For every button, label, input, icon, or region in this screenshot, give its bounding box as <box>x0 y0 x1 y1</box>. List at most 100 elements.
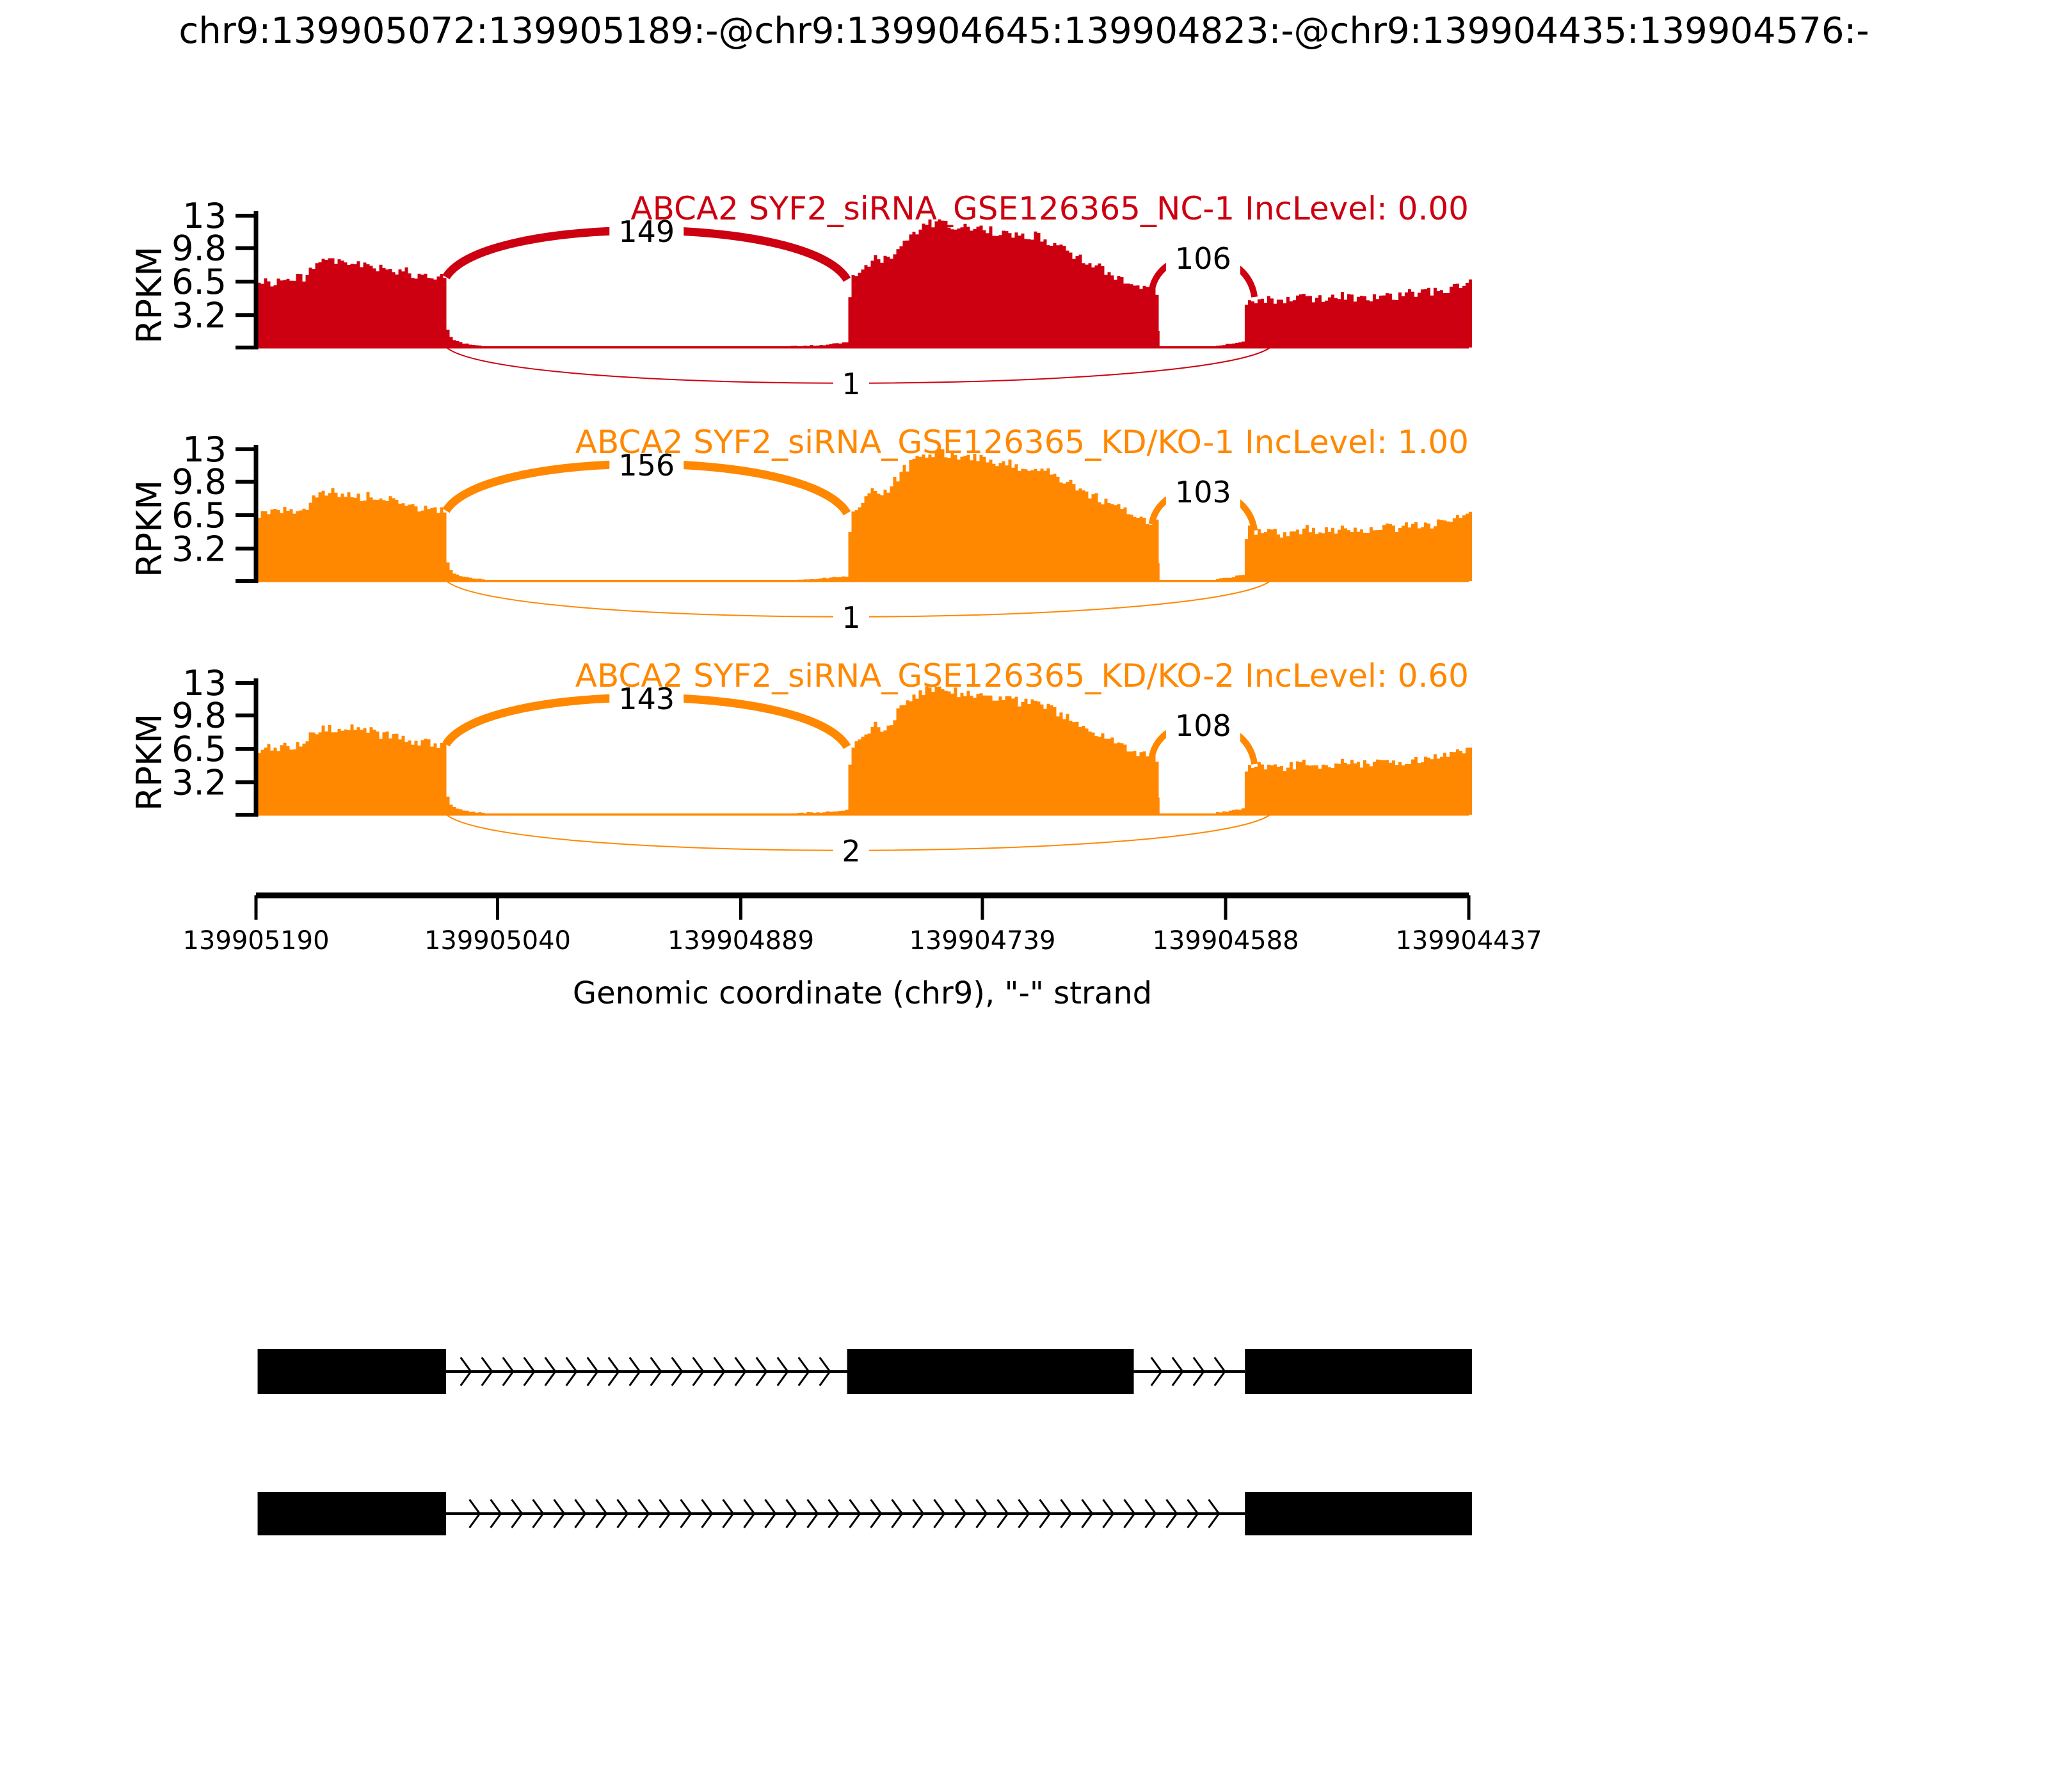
y-tick-label: 6.5 <box>172 262 227 302</box>
strand-chevron <box>713 1357 726 1386</box>
strand-chevron <box>628 1357 641 1386</box>
y-tick-label: 3.2 <box>172 762 227 803</box>
junction-count-inclusion-2-gap <box>1165 241 1240 276</box>
coverage-region-0 <box>257 724 485 815</box>
y-axis-title: RPKM <box>129 480 170 577</box>
strand-chevron <box>975 1499 988 1528</box>
strand-chevron <box>797 1357 810 1386</box>
strand-chevron <box>607 1357 620 1386</box>
junction-count-inclusion-1: 149 <box>618 214 675 249</box>
track-title: ABCA2 SYF2_siRNA_GSE126365_NC-1 IncLevel… <box>630 190 1469 227</box>
exon-box-downstream-exon <box>1245 1349 1473 1394</box>
junction-count-inclusion-1-gap <box>609 214 684 250</box>
x-tick-label: 139904437 <box>1395 926 1542 956</box>
sashimi-track-0: 149 106 1 3.26.59.813 RPKM ABCA2 SYF2_siRNA_G… <box>129 190 1472 402</box>
junction-count-inclusion-1-gap <box>609 447 684 483</box>
strand-chevron <box>692 1357 705 1386</box>
strand-chevron <box>1192 1357 1205 1386</box>
strand-chevron <box>764 1499 777 1528</box>
strand-chevron <box>650 1357 662 1386</box>
strand-chevron <box>616 1499 629 1528</box>
strand-chevron <box>785 1499 798 1528</box>
x-tick-label: 139905040 <box>424 926 571 956</box>
skipping-isoform <box>257 1492 1473 1535</box>
strand-chevron <box>595 1499 608 1528</box>
strand-chevron <box>891 1499 904 1528</box>
strand-chevron <box>743 1499 756 1528</box>
y-tick-label: 13 <box>182 196 227 236</box>
strand-chevron <box>1144 1499 1157 1528</box>
strand-chevron <box>490 1499 502 1528</box>
coverage-region-2 <box>1215 744 1472 815</box>
strand-chevron <box>1102 1499 1115 1528</box>
strand-chevron <box>1081 1499 1094 1528</box>
x-tick-label: 139904889 <box>668 926 814 956</box>
exon-box-upstream-exon <box>257 1492 446 1535</box>
junction-count-inclusion-1-gap <box>609 681 684 717</box>
coverage-region-1 <box>790 219 1160 348</box>
coverage-region-0 <box>257 488 485 581</box>
strand-chevron <box>870 1499 883 1528</box>
figure-title: chr9:139905072:139905189:-@chr9:13990464… <box>179 10 1869 52</box>
junction-count-inclusion-2: 103 <box>1175 475 1231 509</box>
strand-chevron <box>722 1499 735 1528</box>
y-axis-title: RPKM <box>129 714 170 811</box>
strand-chevron <box>912 1499 925 1528</box>
strand-chevron <box>565 1357 578 1386</box>
junction-count-inclusion-2-gap <box>1165 474 1240 510</box>
coverage-region-1 <box>790 449 1160 581</box>
junction-count-skipping-gap <box>833 600 869 636</box>
y-tick-label: 9.8 <box>172 228 227 269</box>
strand-chevron <box>1208 1499 1220 1528</box>
junction-count-skipping: 1 <box>842 367 860 401</box>
junction-count-inclusion-1: 143 <box>618 682 675 716</box>
y-tick-label: 3.2 <box>172 295 227 335</box>
coverage-region-0 <box>257 258 485 348</box>
strand-chevron <box>460 1357 472 1386</box>
strand-chevron <box>1150 1357 1163 1386</box>
strand-chevron <box>1165 1499 1178 1528</box>
strand-chevron <box>933 1499 946 1528</box>
junction-count-skipping-gap <box>833 366 869 402</box>
track-title: ABCA2 SYF2_siRNA_GSE126365_KD/KO-2 IncLe… <box>575 657 1469 694</box>
strand-chevron <box>996 1499 1009 1528</box>
strand-chevron <box>468 1499 481 1528</box>
strand-chevron <box>1018 1499 1030 1528</box>
strand-chevron <box>532 1499 545 1528</box>
strand-chevron <box>502 1357 515 1386</box>
x-tick-label: 139904588 <box>1152 926 1299 956</box>
x-tick-label: 139904739 <box>909 926 1055 956</box>
strand-chevron <box>1171 1357 1184 1386</box>
exon-box-upstream-exon <box>257 1349 446 1394</box>
y-tick-label: 13 <box>182 663 227 703</box>
strand-chevron <box>776 1357 789 1386</box>
track-title: ABCA2 SYF2_siRNA_GSE126365_KD/KO-1 IncLe… <box>575 424 1469 461</box>
exon-box-downstream-exon <box>1245 1492 1473 1535</box>
sashimi-track-2: 143 108 2 3.26.59.813 RPKM ABCA2 SYF2_siRNA_G… <box>129 657 1472 869</box>
strand-chevron <box>671 1357 684 1386</box>
x-axis: 139905190 139905040 139904889 139904739 1399… <box>182 892 1542 956</box>
junction-count-inclusion-2: 106 <box>1175 241 1231 276</box>
junction-count-skipping-gap <box>833 833 869 869</box>
x-axis-label: Genomic coordinate (chr9), "-" strand <box>572 975 1153 1011</box>
y-axis-title: RPKM <box>129 246 170 344</box>
strand-chevron <box>481 1357 493 1386</box>
junction-count-inclusion-1: 156 <box>618 448 675 483</box>
isoform-structures <box>257 1349 1473 1535</box>
y-tick-label: 13 <box>182 429 227 470</box>
sashimi-track-1: 156 103 1 3.26.59.813 RPKM ABCA2 SYF2_siRNA_G… <box>129 424 1472 636</box>
strand-chevron <box>1213 1357 1226 1386</box>
coverage-region-2 <box>1215 279 1472 348</box>
coverage-region-1 <box>790 686 1160 815</box>
junction-count-skipping: 2 <box>842 834 860 868</box>
strand-chevron <box>680 1499 692 1528</box>
strand-chevron <box>659 1499 671 1528</box>
strand-chevron <box>849 1499 861 1528</box>
junction-count-inclusion-2: 108 <box>1175 708 1231 743</box>
strand-chevron <box>828 1499 840 1528</box>
y-tick-label: 6.5 <box>172 495 227 536</box>
strand-chevron <box>1187 1499 1199 1528</box>
strand-chevron <box>523 1357 536 1386</box>
